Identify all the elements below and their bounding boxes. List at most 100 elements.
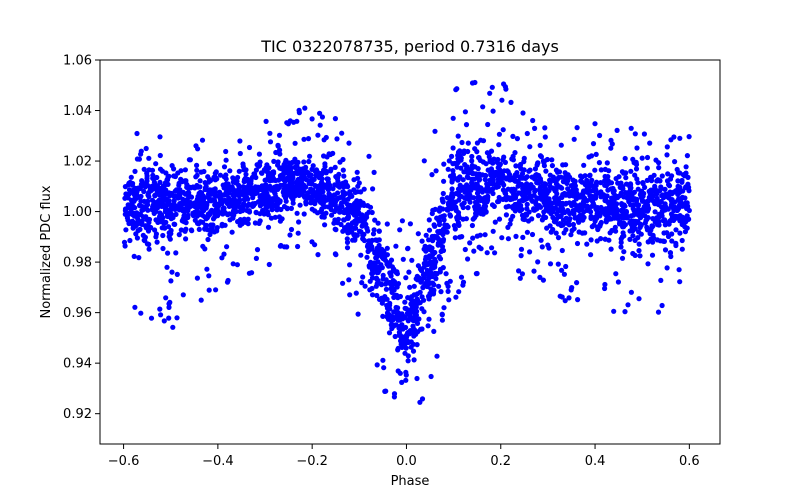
data-point [373,283,379,289]
data-point [172,221,178,227]
data-point [306,173,312,179]
data-point [555,221,561,227]
data-point [495,156,501,163]
data-point [395,347,401,353]
data-point [465,205,471,211]
data-point [309,189,315,195]
data-point [529,231,536,238]
data-point [529,198,536,204]
data-point [614,127,620,133]
data-point [292,156,298,162]
data-point [488,171,494,177]
data-point [263,118,269,124]
data-point [429,210,435,217]
data-point [439,317,445,323]
data-point [172,188,178,194]
data-point [447,213,454,219]
data-point [182,218,188,224]
data-point [545,242,551,248]
data-point [524,201,530,207]
data-point [146,246,152,252]
data-point [359,280,365,286]
data-point [212,198,218,204]
data-point [234,188,240,194]
data-point [656,165,662,171]
data-point [230,175,236,181]
data-point [194,167,200,173]
data-point [277,147,283,153]
data-point [653,157,659,163]
data-point [317,170,323,176]
data-point [149,167,156,173]
data-point [407,284,413,290]
data-point [548,229,554,235]
chart-title: TIC 0322078735, period 0.7316 days [260,37,559,56]
data-point [382,294,388,300]
data-point [558,213,564,219]
data-point [344,201,350,207]
data-point [425,323,431,329]
data-point [125,217,131,223]
data-point [275,159,281,165]
data-point [482,176,488,183]
data-point [560,217,567,223]
data-point [356,228,363,234]
data-point [360,274,366,280]
data-point [597,132,603,139]
data-point [469,176,475,182]
data-point [662,247,669,253]
data-point [416,275,422,281]
data-point [364,211,370,217]
data-point [416,316,422,322]
data-point [302,105,308,111]
data-point [376,237,382,243]
data-point [675,191,681,197]
data-point [664,144,670,150]
data-point [633,211,639,217]
data-point [319,214,325,220]
data-point [612,224,618,230]
data-point [322,163,328,170]
data-point [323,210,329,216]
data-point [499,235,505,241]
data-point [221,174,227,180]
data-point [292,164,298,170]
data-point [386,330,393,336]
data-point [176,207,182,213]
data-point [164,264,170,270]
data-point [431,222,437,228]
data-point [166,301,172,307]
data-point [683,164,689,170]
data-point [558,142,564,148]
data-point [545,208,552,214]
data-point [275,196,281,202]
data-point [487,159,493,165]
data-point [555,235,562,241]
data-point [307,153,313,159]
data-point [581,188,587,194]
data-point [165,201,171,207]
data-point [411,327,418,333]
data-point [140,214,146,220]
data-point [387,302,393,308]
data-point [204,266,210,272]
data-point [157,152,163,159]
data-point [455,220,461,226]
data-point [527,249,533,255]
data-point [266,185,272,191]
data-point [633,161,640,168]
data-point [470,235,476,241]
data-point [649,252,656,258]
data-point [306,158,312,165]
data-point [202,246,208,252]
data-point [132,304,138,310]
data-point [524,229,531,235]
data-point [395,281,402,287]
data-point [471,248,477,254]
data-point [489,245,495,251]
data-point [391,391,398,397]
data-point [135,216,141,222]
data-point [598,180,604,186]
data-point [621,170,627,176]
data-point [582,181,588,187]
